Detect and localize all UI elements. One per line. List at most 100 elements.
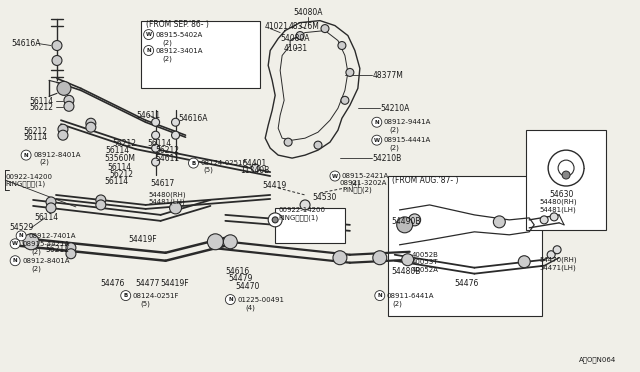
Circle shape [268, 213, 282, 227]
Text: 08124-0251F: 08124-0251F [132, 293, 179, 299]
Text: 08915-2421A: 08915-2421A [342, 173, 389, 179]
Text: W: W [374, 138, 380, 143]
Text: 54210B: 54210B [373, 154, 402, 163]
Bar [388, 176, 542, 315]
Text: 54617: 54617 [150, 179, 175, 187]
Text: 54616A: 54616A [11, 39, 41, 48]
Text: (5): (5) [141, 300, 150, 307]
Text: (2): (2) [163, 55, 172, 62]
Text: 41021: 41021 [264, 22, 288, 31]
Circle shape [121, 291, 131, 301]
Circle shape [375, 291, 385, 301]
Text: N: N [378, 293, 382, 298]
Circle shape [321, 25, 329, 33]
Text: 11340B: 11340B [240, 166, 269, 174]
Circle shape [152, 118, 159, 126]
Circle shape [152, 144, 159, 152]
Text: 54080A: 54080A [293, 8, 323, 17]
Text: 40053T: 40053T [412, 259, 438, 265]
Circle shape [66, 249, 76, 259]
Text: (2): (2) [390, 145, 399, 151]
Circle shape [57, 81, 71, 95]
Text: N: N [147, 48, 151, 53]
Text: 40052B: 40052B [412, 252, 438, 258]
Text: 54481(LH): 54481(LH) [148, 199, 186, 205]
Text: 56114: 56114 [34, 214, 58, 222]
Text: (FROM AUG.'87- ): (FROM AUG.'87- ) [392, 176, 458, 185]
Text: 56114: 56114 [23, 133, 47, 142]
Text: 54611: 54611 [137, 111, 161, 120]
Circle shape [300, 200, 310, 210]
Text: 08912-9441A: 08912-9441A [384, 119, 431, 125]
Text: (FROM SEP.'86- ): (FROM SEP.'86- ) [146, 20, 209, 29]
Circle shape [296, 32, 304, 39]
Circle shape [493, 216, 506, 228]
Circle shape [373, 251, 387, 265]
Circle shape [52, 55, 62, 65]
Circle shape [10, 256, 20, 266]
Text: 54479: 54479 [228, 274, 253, 283]
Circle shape [46, 197, 56, 207]
Text: 54616: 54616 [225, 267, 250, 276]
Circle shape [143, 45, 154, 55]
Circle shape [58, 130, 68, 140]
Circle shape [96, 195, 106, 205]
Text: (2): (2) [39, 159, 49, 165]
Text: 40052A: 40052A [412, 267, 438, 273]
Text: 08915-5402A: 08915-5402A [156, 32, 203, 38]
Text: 54471(LH): 54471(LH) [539, 264, 576, 271]
Text: 00922-14200: 00922-14200 [278, 207, 325, 213]
Text: 54419F: 54419F [129, 235, 157, 244]
Text: 41031: 41031 [283, 44, 307, 53]
Text: 08912-3401A: 08912-3401A [156, 48, 203, 54]
Text: W: W [145, 32, 152, 37]
Text: N: N [24, 153, 28, 158]
Text: 56212: 56212 [113, 139, 137, 148]
Text: 54477: 54477 [136, 279, 160, 288]
Circle shape [86, 122, 96, 132]
Text: B: B [191, 161, 196, 166]
Text: 56114: 56114 [108, 163, 132, 171]
Text: 54419: 54419 [262, 180, 287, 189]
Circle shape [409, 214, 420, 226]
Text: (2): (2) [390, 127, 399, 134]
Text: W: W [332, 173, 338, 179]
Circle shape [346, 68, 354, 76]
Circle shape [547, 251, 555, 259]
Text: RINGリング(1): RINGリング(1) [5, 181, 45, 187]
Circle shape [207, 234, 223, 250]
Circle shape [23, 234, 39, 250]
Text: N: N [374, 120, 379, 125]
Circle shape [189, 158, 198, 168]
Circle shape [10, 239, 20, 249]
Text: 54476: 54476 [101, 279, 125, 288]
Circle shape [314, 141, 322, 149]
Circle shape [64, 101, 74, 111]
Circle shape [66, 243, 76, 253]
Text: 56212: 56212 [156, 145, 180, 155]
Text: 54476: 54476 [454, 279, 479, 288]
Circle shape [372, 117, 382, 127]
Text: (2): (2) [393, 300, 403, 307]
Circle shape [86, 118, 96, 128]
Text: 08912-8401A: 08912-8401A [22, 258, 70, 264]
Text: 00922-14200: 00922-14200 [5, 174, 52, 180]
Text: 54470(RH): 54470(RH) [539, 256, 577, 263]
Text: 54480(RH): 54480(RH) [148, 192, 186, 198]
Circle shape [553, 246, 561, 254]
Text: (4): (4) [245, 304, 255, 311]
Text: 48376M: 48376M [289, 22, 320, 31]
Circle shape [402, 254, 413, 266]
Circle shape [338, 42, 346, 49]
Circle shape [172, 118, 180, 126]
Text: N: N [228, 297, 233, 302]
Text: 08124-0251F: 08124-0251F [200, 160, 247, 166]
Text: (5): (5) [204, 167, 213, 173]
Text: 48377M: 48377M [373, 71, 404, 80]
Circle shape [223, 235, 237, 249]
Text: 54210A: 54210A [381, 104, 410, 113]
Circle shape [152, 131, 159, 139]
Text: (2): (2) [31, 248, 41, 255]
Text: 56212: 56212 [110, 170, 134, 179]
Circle shape [548, 150, 584, 186]
